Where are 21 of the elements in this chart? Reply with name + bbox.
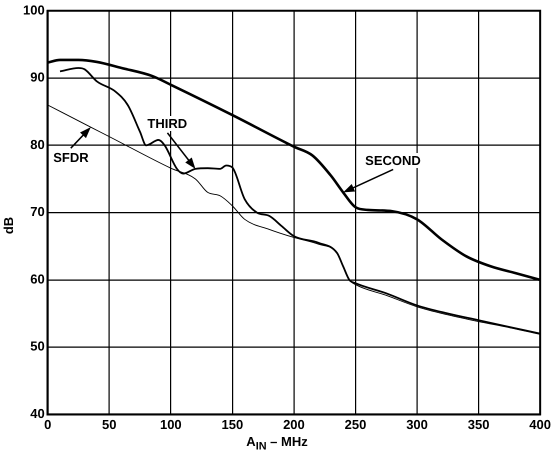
x-tick-label: 50: [102, 416, 116, 432]
x-tick-label: 400: [529, 416, 552, 432]
x-tick-label: 0: [44, 416, 52, 432]
y-tick-label: 70: [30, 204, 45, 220]
x-tick-label: 300: [406, 416, 428, 432]
x-tick-label: 100: [160, 416, 182, 432]
y-tick-label: 50: [30, 338, 45, 354]
y-tick-label: 80: [30, 136, 45, 152]
y-tick-label: 40: [30, 406, 45, 421]
x-axis-title: A$_{IN}$ – MHz: [245, 434, 309, 453]
x-tick-label: 200: [283, 416, 305, 432]
text: SECOND: [363, 152, 423, 168]
x-tick-label: 350: [468, 416, 490, 432]
x-tick-label: 150: [222, 416, 244, 432]
y-axis-title: dB: [1, 216, 16, 234]
x-tick-label: 250: [344, 416, 366, 432]
y-tick-label: 100: [22, 2, 45, 18]
legend-label: SFDR: [51, 150, 91, 165]
series-label: THIRD: [145, 116, 190, 132]
y-tick-label: 60: [30, 271, 45, 286]
y-tick-label: 90: [30, 70, 45, 85]
